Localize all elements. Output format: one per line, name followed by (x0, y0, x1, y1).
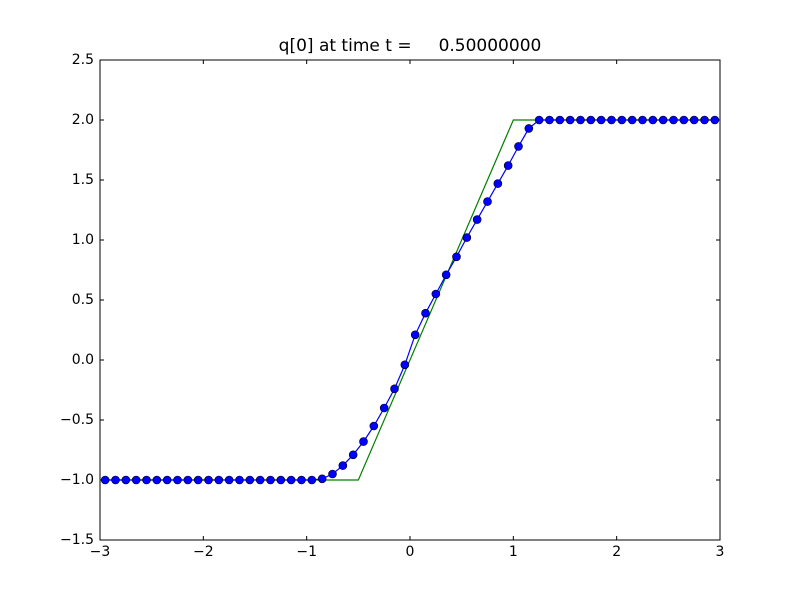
data-point (617, 115, 627, 125)
data-point (689, 115, 699, 125)
data-point (297, 475, 306, 485)
chart-title: q[0] at time t = 0.50000000 (279, 36, 542, 56)
data-point (173, 475, 182, 485)
data-point (565, 115, 575, 125)
data-point (131, 475, 141, 485)
x-tick-label: 1 (509, 544, 518, 560)
data-point (111, 475, 120, 485)
y-tick-label: 1.5 (72, 172, 94, 188)
data-point (514, 142, 523, 151)
data-point (204, 475, 213, 485)
data-point (276, 475, 286, 485)
x-tick-label: 3 (716, 544, 725, 560)
data-point (142, 475, 151, 485)
data-point (462, 233, 472, 242)
data-point (586, 115, 596, 125)
y-tick-label: 2.5 (72, 52, 94, 68)
data-point (421, 308, 430, 318)
data-point (400, 360, 410, 370)
y-tick-label: 0.0 (72, 352, 94, 368)
data-point (483, 197, 492, 206)
data-point (576, 115, 585, 125)
data-point (503, 161, 513, 170)
x-tick-label: −2 (193, 544, 214, 560)
data-point (700, 115, 709, 125)
data-point (638, 115, 647, 125)
data-point (627, 115, 637, 125)
data-point (710, 115, 720, 125)
data-point (493, 179, 503, 188)
data-point (669, 115, 678, 125)
data-point (648, 115, 658, 125)
data-point (607, 115, 616, 125)
y-tick-label: 2.0 (72, 112, 94, 128)
data-point (121, 475, 131, 485)
x-tick-label: −3 (90, 544, 111, 560)
x-tick-label: −1 (296, 544, 317, 560)
data-point (286, 475, 296, 485)
data-point (441, 270, 451, 280)
data-point (545, 115, 554, 125)
data-point (452, 252, 461, 262)
data-point (152, 475, 162, 485)
y-tick-label: 0.5 (72, 292, 94, 308)
data-point (193, 475, 203, 485)
data-point (183, 475, 193, 485)
y-tick-label: −1.5 (60, 532, 94, 548)
data-point (224, 475, 234, 485)
data-point (410, 330, 420, 340)
data-point (328, 469, 337, 479)
data-point (658, 115, 668, 125)
data-point (369, 421, 379, 431)
data-point (390, 384, 399, 394)
data-point (348, 450, 358, 460)
data-point (214, 475, 224, 485)
data-point (100, 475, 110, 485)
data-point (524, 124, 534, 133)
data-point (162, 475, 172, 485)
data-point (245, 475, 255, 485)
data-point (307, 475, 317, 485)
data-point (379, 403, 389, 413)
data-point (359, 437, 368, 446)
data-point (338, 461, 348, 470)
y-tick-label: −0.5 (60, 412, 94, 428)
data-point (431, 289, 441, 299)
data-point (534, 115, 544, 125)
y-tick-label: −1.0 (60, 472, 94, 488)
x-tick-label: 2 (612, 544, 621, 560)
data-point (266, 475, 275, 485)
data-point (596, 115, 606, 125)
plot-frame (99, 59, 721, 541)
data-point (555, 115, 565, 125)
y-tick-label: 1.0 (72, 232, 94, 248)
data-point (255, 475, 265, 485)
data-point (317, 474, 327, 484)
data-point (472, 215, 482, 224)
data-point (679, 115, 689, 125)
x-tick-label: 0 (406, 544, 415, 560)
data-point (235, 475, 244, 485)
